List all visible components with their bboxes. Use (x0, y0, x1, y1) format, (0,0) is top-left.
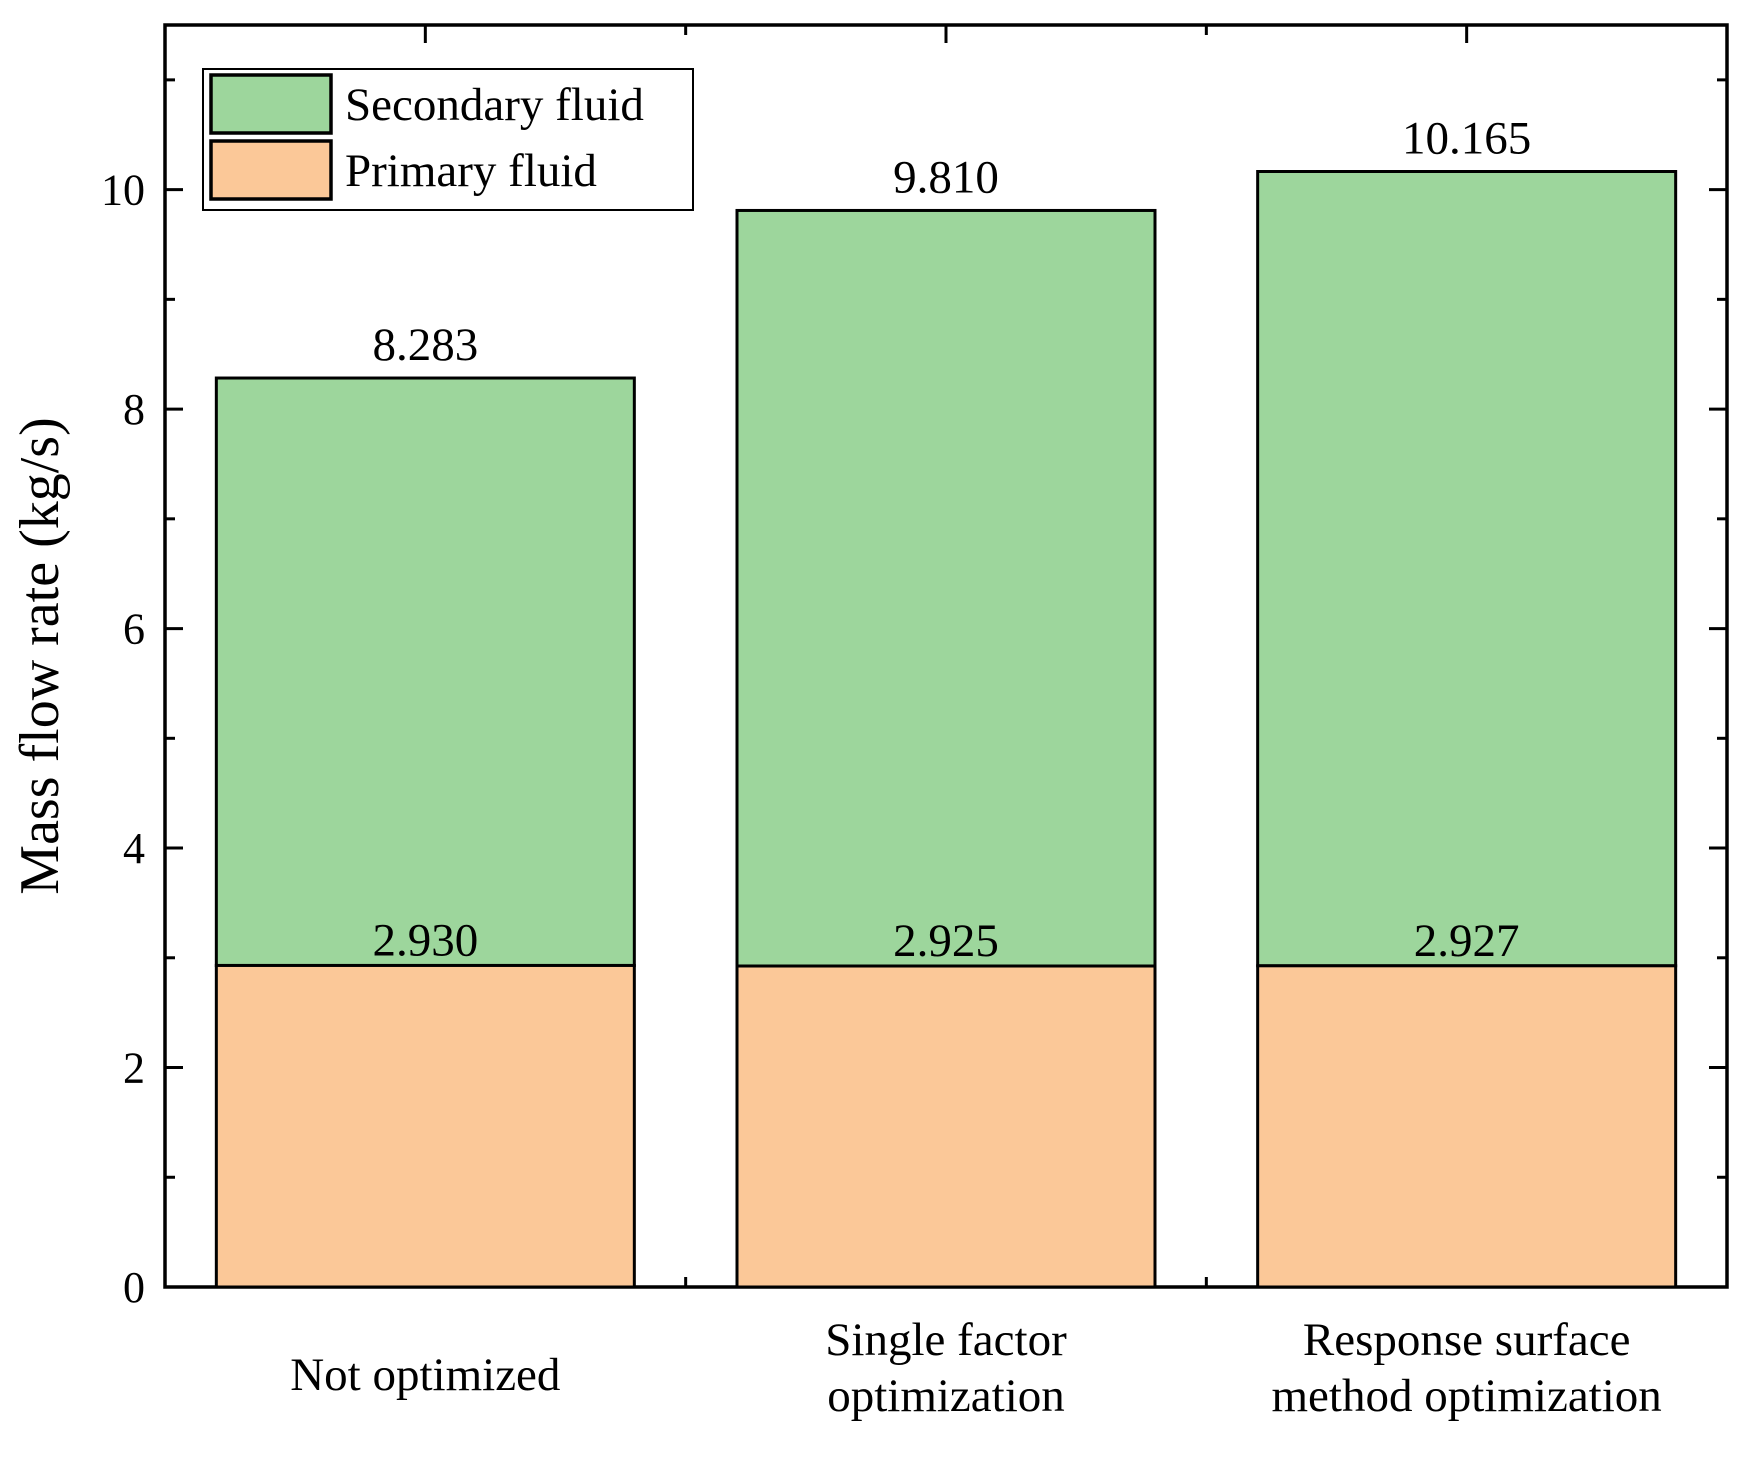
y-tick-label: 10 (101, 166, 145, 215)
bar-primary-fluid (735, 964, 1157, 1289)
bar-primary-fluid (214, 963, 636, 1289)
y-axis-title: Mass flow rate (kg/s) (9, 417, 71, 894)
legend-swatch (209, 139, 333, 201)
primary-value-label: 2.930 (372, 914, 478, 966)
y-tick-label: 2 (123, 1044, 145, 1093)
y-tick-label: 0 (123, 1263, 145, 1312)
y-tick-label: 8 (123, 385, 145, 434)
legend-swatch (209, 73, 333, 135)
x-category-label: Single factor (825, 1314, 1067, 1366)
x-category-label: Response surface (1303, 1314, 1631, 1366)
y-tick-label: 6 (123, 605, 145, 654)
total-value-label: 8.283 (372, 319, 478, 371)
legend-label: Secondary fluid (345, 79, 644, 131)
primary-value-label: 2.925 (893, 915, 999, 967)
bar-secondary-fluid (214, 376, 636, 967)
total-value-label: 9.810 (893, 151, 999, 203)
x-category-label: method optimization (1272, 1370, 1662, 1422)
legend: Secondary fluid Primary fluid (202, 68, 694, 211)
x-category-label: optimization (827, 1370, 1065, 1422)
labels-layer: 8.283 2.930 Not optimized 9.810 2.925 Single … (290, 113, 1662, 1422)
y-tick-label: 4 (123, 824, 145, 873)
x-category-label: Not optimized (290, 1349, 560, 1401)
bar-secondary-fluid (735, 208, 1157, 968)
legend-label: Primary fluid (345, 145, 597, 197)
bars-layer (214, 170, 1678, 1289)
total-value-label: 10.165 (1402, 113, 1531, 165)
bar-primary-fluid (1256, 964, 1678, 1289)
bar-secondary-fluid (1256, 170, 1678, 968)
primary-value-label: 2.927 (1414, 915, 1520, 967)
